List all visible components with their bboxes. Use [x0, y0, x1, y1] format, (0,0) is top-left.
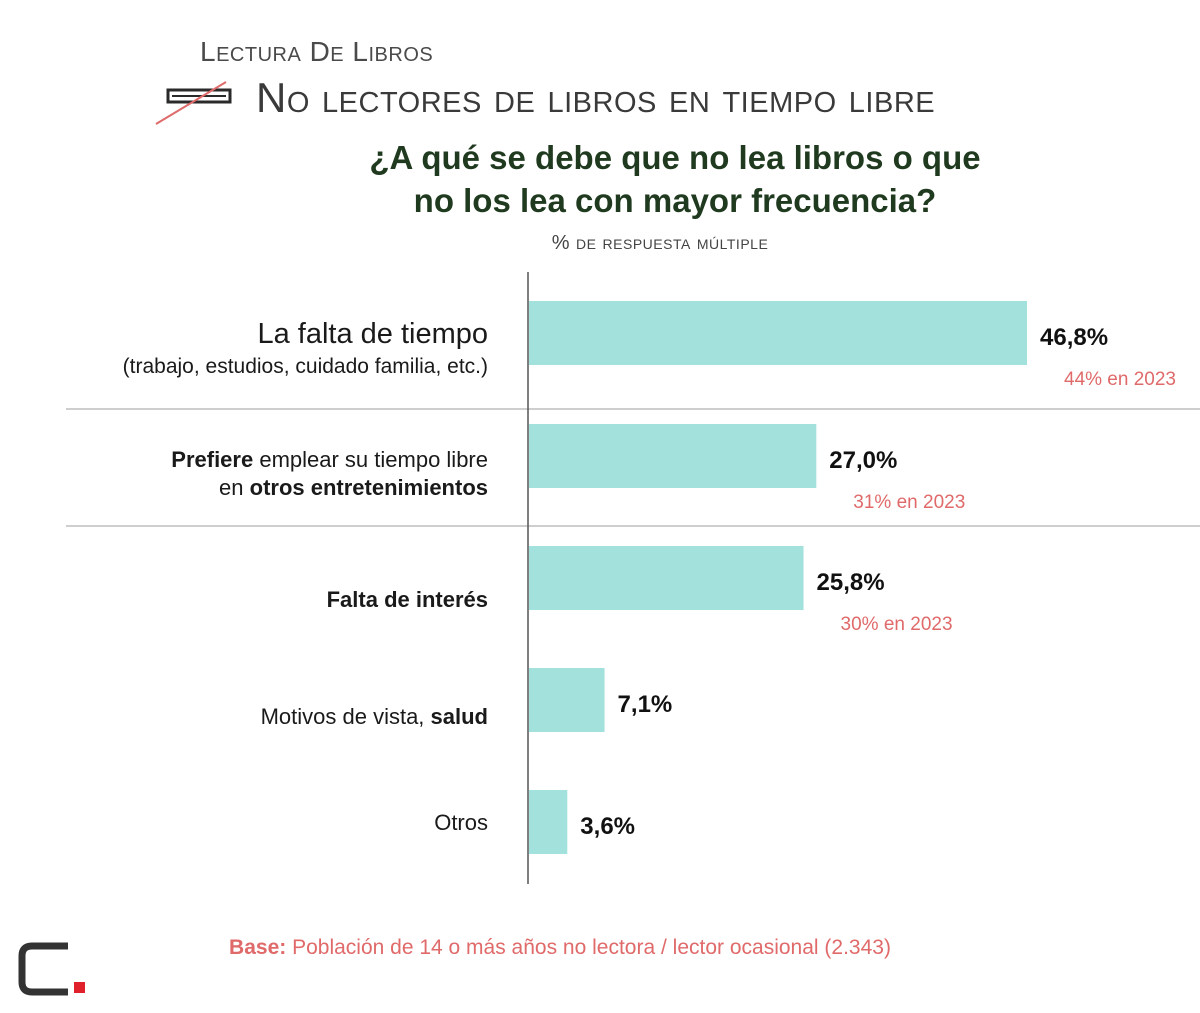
section-kicker: Lectura De Libros: [200, 36, 434, 67]
value-label-4: 7,1%: [618, 691, 673, 718]
question-line-1: ¿A qué se debe que no lea libros o que: [369, 139, 981, 176]
value-labels: 46,8% 44% en 2023 27,0% 31% en 2023 25,8% 30%…: [580, 324, 1176, 840]
question-line-2: no los lea con mayor frecuencia?: [413, 182, 937, 219]
page-title: No lectores de libros en tiempo libre: [256, 74, 936, 121]
bar-2: [529, 424, 817, 488]
category-label-1-line-1: La falta de tiempo: [257, 318, 488, 350]
category-label-3-line-1: Falta de interés: [327, 587, 488, 612]
previous-year-label-2: 31% en 2023: [853, 492, 965, 513]
chart-bars: [529, 301, 1027, 854]
base-text: Población de 14 o más años no lectora / …: [286, 936, 891, 959]
category-labels: La falta de tiempo (trabajo, estudios, cu…: [123, 318, 488, 835]
bar-1: [529, 301, 1027, 365]
brand-logo: [18, 942, 85, 996]
chart-subtitle: % de respuesta múltiple: [551, 232, 769, 254]
row-separators: [66, 408, 1200, 527]
bar-5: [529, 790, 568, 854]
previous-year-label-1: 44% en 2023: [1064, 369, 1176, 390]
category-label-1-line-2: (trabajo, estudios, cuidado familia, etc…: [123, 355, 488, 378]
chart-question: ¿A qué se debe que no lea libros o que n…: [300, 136, 1050, 222]
previous-year-label-3: 30% en 2023: [841, 614, 953, 635]
category-label-2-line-2: en otros entretenimientos: [219, 475, 488, 500]
category-label-4-line-1: Motivos de vista, salud: [261, 704, 488, 729]
category-label-5-line-1: Otros: [434, 810, 488, 835]
bar-3: [529, 546, 804, 610]
bar-4: [529, 668, 605, 732]
category-label-2-line-1: Prefiere emplear su tiempo libre: [171, 447, 488, 472]
base-note: Base: Población de 14 o más años no lect…: [180, 936, 940, 960]
crossed-book-icon: [155, 81, 232, 125]
value-label-1: 46,8%: [1040, 324, 1108, 351]
value-label-2: 27,0%: [829, 447, 897, 474]
value-label-3: 25,8%: [817, 569, 885, 596]
value-label-5: 3,6%: [580, 813, 635, 840]
base-label: Base:: [229, 936, 287, 959]
